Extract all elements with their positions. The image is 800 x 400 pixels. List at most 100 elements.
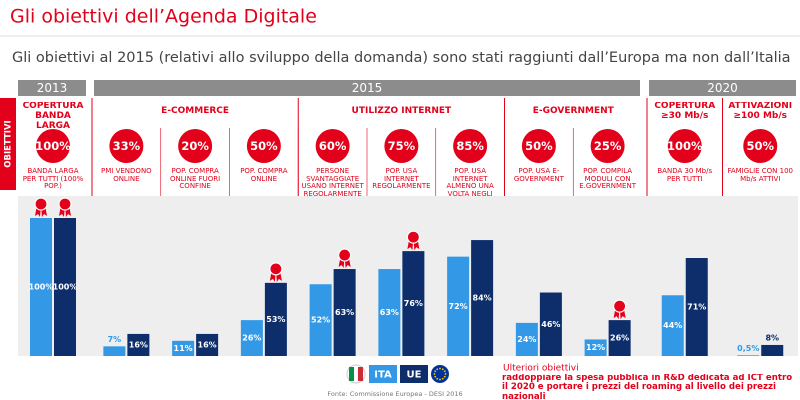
value-label: 11%	[174, 344, 193, 353]
target-circle	[590, 129, 625, 163]
period-label: 2013	[37, 81, 68, 95]
bar	[685, 258, 708, 356]
badge	[269, 262, 283, 276]
value-label: 63%	[380, 308, 399, 317]
legend-swatch	[400, 365, 428, 383]
category-label: POP. USA INTERNET ALMENO UNA VOLTA NEGLI…	[444, 168, 497, 198]
legend-label: UE	[407, 370, 422, 381]
target-label: 25%	[594, 139, 622, 153]
category-label: PERSONE SVANTAGGIATE USANO INTERNET REGO…	[301, 168, 364, 198]
value-label: 84%	[473, 294, 492, 303]
category-label: PMI VENDONO ONLINE	[101, 168, 152, 183]
value-label: 26%	[610, 334, 629, 343]
badge	[34, 197, 48, 211]
bar	[402, 251, 425, 356]
bar	[761, 344, 784, 356]
bar	[264, 282, 287, 356]
target-label: 85%	[456, 139, 484, 153]
value-label: 52%	[311, 316, 330, 325]
group-label: COPERTURA ≥30 Mb/s	[654, 102, 716, 121]
category-label: POP. COMPILA MODULI CON E.GOVERNMENT	[579, 168, 636, 191]
value-label: 7%	[108, 335, 122, 344]
target-circle	[743, 129, 778, 163]
period-label: 2020	[707, 81, 738, 95]
category-label-box: POP. USA INTERNET REGOLARMENTE	[372, 168, 430, 190]
value-label: 100%	[53, 283, 78, 292]
value-label: 100%	[29, 283, 54, 292]
note-text: raddoppiare la spesa pubblica in R&D ded…	[502, 374, 793, 400]
bar	[103, 346, 126, 356]
value-label: 72%	[449, 302, 468, 311]
badge	[613, 299, 627, 313]
target-label: 60%	[319, 139, 347, 153]
value-label: 46%	[541, 320, 560, 329]
group-label-box: UTILIZZO INTERNET	[351, 106, 452, 116]
bar	[608, 320, 631, 356]
target-circle	[109, 129, 144, 163]
badge	[338, 248, 352, 262]
value-label: 0,5%	[737, 344, 759, 353]
value-label: 24%	[517, 335, 536, 344]
bar	[471, 240, 494, 356]
bar	[447, 256, 470, 356]
flag-eu-star	[433, 373, 436, 375]
bar	[30, 218, 52, 356]
category-label-box: PERSONE SVANTAGGIATE USANO INTERNET REGO…	[301, 168, 364, 198]
category-label-box: POP. USA INTERNET ALMENO UNA VOLTA NEGLI…	[444, 168, 497, 198]
value-label: 12%	[586, 343, 605, 352]
flag-eu-star	[439, 367, 441, 370]
bar	[309, 284, 332, 356]
value-label: 44%	[663, 321, 682, 330]
flag-eu-star	[434, 375, 437, 378]
bar	[661, 295, 684, 356]
category-label-box: FAMIGLIE CON 100 Mb/s ATTIVI	[727, 168, 794, 183]
legend-swatch	[369, 365, 397, 383]
side-tab	[0, 98, 16, 190]
target-label: 20%	[181, 139, 209, 153]
value-label: 53%	[266, 315, 285, 324]
category-label-box: BANDA 30 Mb/s PER TUTTI	[657, 168, 712, 183]
target-label: 75%	[388, 139, 416, 153]
bar	[240, 320, 263, 356]
group-label: COPERTURA BANDA LARGA	[22, 102, 84, 128]
value-label: 71%	[687, 303, 706, 312]
category-label-box: BANDA LARGA PER TUTTI (100% POP.)	[23, 168, 84, 190]
category-label-box: POP. USA E-GOVERNMENT	[513, 168, 564, 183]
side-label: OBIETTIVI	[4, 120, 14, 167]
value-label: 16%	[198, 340, 217, 349]
flag-eu-star	[441, 368, 444, 371]
bar	[378, 269, 401, 356]
category-label: POP. USA E-GOVERNMENT	[513, 168, 564, 183]
target-circle	[453, 129, 488, 163]
target-label: 50%	[250, 139, 278, 153]
value-label: 8%	[765, 333, 779, 342]
bar	[54, 218, 76, 356]
category-label: FAMIGLIE CON 100 Mb/s ATTIVI	[727, 168, 794, 183]
category-label-box: PMI VENDONO ONLINE	[101, 168, 152, 183]
group-label: UTILIZZO INTERNET	[351, 106, 452, 116]
group-label-box: E-COMMERCE	[161, 106, 229, 116]
flag-eu-star	[441, 377, 444, 380]
note-text-box: raddoppiare la spesa pubblica in R&D ded…	[502, 374, 793, 400]
value-label: 26%	[242, 334, 261, 343]
bar	[584, 339, 607, 356]
value-label: 63%	[335, 308, 354, 317]
target-circle	[315, 129, 350, 163]
category-label: POP. COMPRA ONLINE FUORI CONFINE	[170, 168, 221, 191]
target-circle	[667, 129, 702, 163]
flag-it-green	[349, 367, 354, 381]
badge	[58, 197, 72, 211]
target-circle	[246, 129, 281, 163]
target-label: 33%	[113, 139, 141, 153]
flag-eu-star	[443, 375, 446, 378]
badge	[406, 230, 420, 244]
category-label: POP. COMPRA ONLINE	[240, 168, 288, 183]
target-circle	[521, 129, 556, 163]
bar	[127, 333, 150, 356]
bar	[539, 292, 562, 356]
target-circle	[36, 129, 70, 163]
period-header	[18, 80, 86, 96]
group-label-box: COPERTURA BANDA LARGA	[22, 102, 84, 128]
chart-subtitle: Gli obiettivi al 2015 (relativi allo svi…	[12, 50, 791, 66]
